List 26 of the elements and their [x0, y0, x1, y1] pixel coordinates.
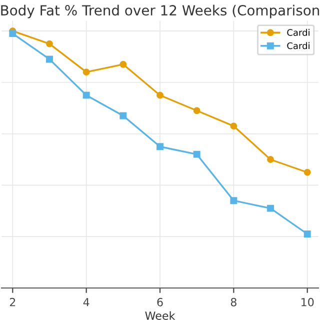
point [120, 60, 127, 68]
point [267, 156, 274, 163]
point [82, 92, 90, 99]
point [82, 68, 90, 76]
legend-label: Cardi [287, 42, 310, 50]
point [304, 168, 311, 176]
x-tick-label: 6 [157, 298, 163, 306]
point [120, 112, 127, 120]
chart-title: Body Fat % Trend over 12 Weeks (Comparison [1, 4, 319, 18]
point [156, 143, 164, 150]
point [230, 122, 238, 130]
x-tick-label: 4 [83, 298, 90, 306]
legend-label: Cardi [287, 28, 310, 36]
x-axis-title: Week [145, 311, 176, 320]
point [9, 30, 16, 37]
point [304, 230, 311, 238]
point [193, 107, 200, 114]
point [193, 150, 200, 158]
x-tick-label: 2 [10, 298, 16, 306]
point [267, 204, 274, 212]
point [46, 56, 53, 63]
point [230, 197, 238, 204]
point [46, 40, 53, 48]
x-tick-label: 8 [230, 298, 236, 306]
x-tick-label: 10 [302, 298, 314, 306]
point [156, 92, 164, 99]
